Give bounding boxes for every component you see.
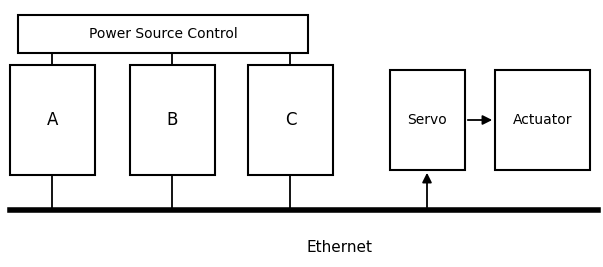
- Text: Servo: Servo: [408, 113, 447, 127]
- Text: Actuator: Actuator: [513, 113, 572, 127]
- Text: Ethernet: Ethernet: [307, 241, 373, 256]
- Bar: [130, 65, 215, 175]
- Text: B: B: [167, 111, 178, 129]
- Text: A: A: [47, 111, 58, 129]
- Bar: [495, 70, 590, 170]
- Bar: [18, 15, 308, 53]
- Text: Power Source Control: Power Source Control: [89, 27, 238, 41]
- Bar: [248, 65, 333, 175]
- Bar: [390, 70, 465, 170]
- Bar: [10, 65, 95, 175]
- Text: C: C: [285, 111, 296, 129]
